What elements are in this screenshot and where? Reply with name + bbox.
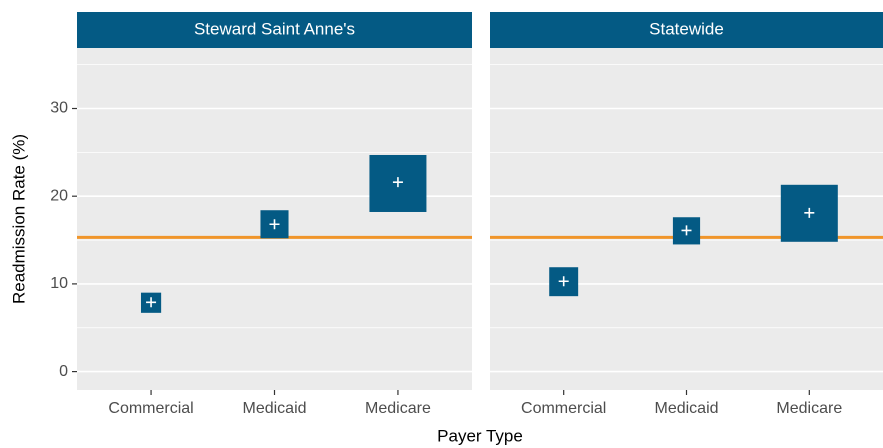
rate-marker xyxy=(392,177,403,188)
x-tick-label: Medicaid xyxy=(242,400,306,417)
y-tick-label: 30 xyxy=(50,100,68,117)
y-axis-title: Readmission Rate (%) xyxy=(9,134,28,304)
x-tick-label: Medicaid xyxy=(654,400,718,417)
rate-marker xyxy=(558,276,569,287)
strip-title: Steward Saint Anne's xyxy=(194,19,355,38)
x-tick-label: Medicare xyxy=(365,400,431,417)
x-axis-title: Payer Type xyxy=(437,426,523,445)
x-tick-label: Commercial xyxy=(108,400,193,417)
x-tick-label: Medicare xyxy=(776,400,842,417)
strip xyxy=(77,12,472,48)
rate-marker xyxy=(146,297,157,308)
y-tick-label: 0 xyxy=(59,363,68,380)
rate-marker xyxy=(681,225,692,236)
y-tick-label: 10 xyxy=(50,275,68,292)
rate-marker xyxy=(269,219,280,230)
strip xyxy=(490,12,883,48)
strip-title: Statewide xyxy=(649,19,724,38)
x-tick-label: Commercial xyxy=(521,400,606,417)
rate-marker xyxy=(804,207,815,218)
y-tick-label: 20 xyxy=(50,187,68,204)
